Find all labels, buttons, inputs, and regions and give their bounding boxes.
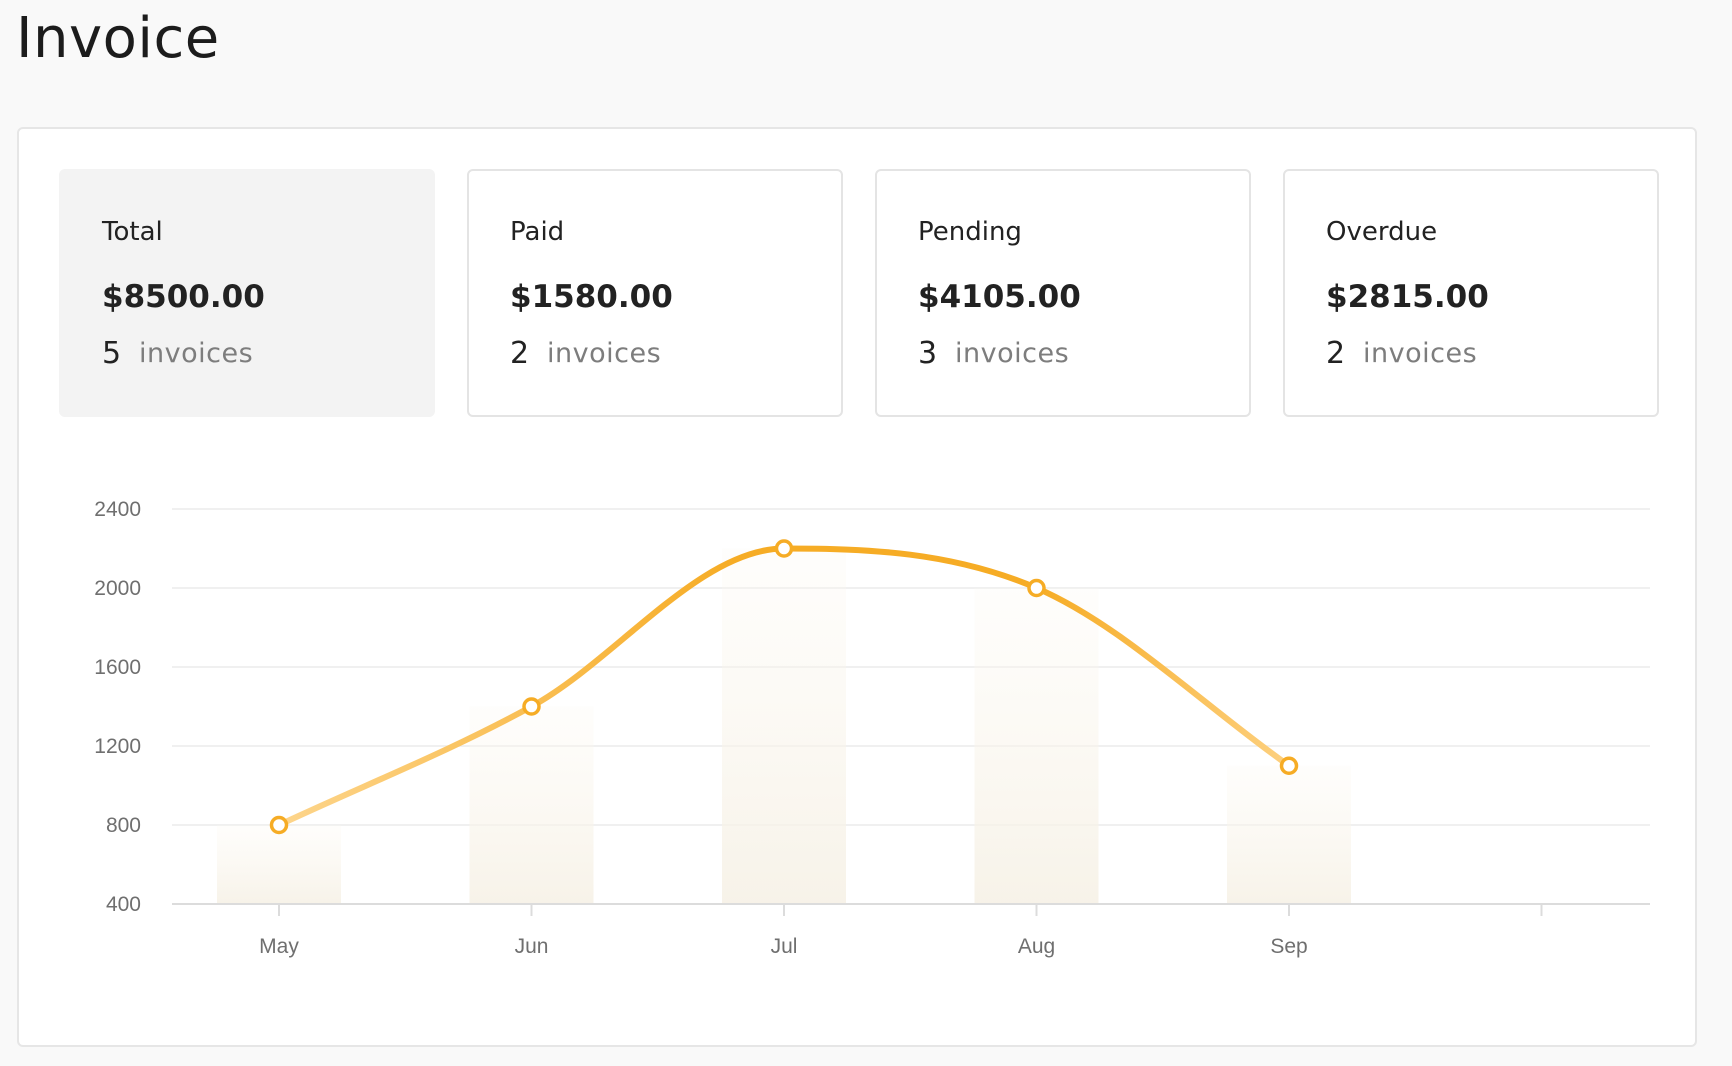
card-label: Overdue <box>1326 217 1438 247</box>
card-amount: $2815.00 <box>1326 279 1489 315</box>
card-count-unit: invoices <box>955 338 1070 369</box>
background-bar <box>974 588 1099 904</box>
y-tick-label: 1600 <box>94 656 141 679</box>
card-count: 5 <box>102 336 122 371</box>
y-tick-label: 2400 <box>94 498 141 521</box>
axis-labels: 400 800 1200 1600 2000 2400 May Jun Jul Aug Sep <box>94 498 1307 958</box>
x-axis <box>172 903 1650 916</box>
data-point <box>1279 756 1299 775</box>
x-tick-label: Aug <box>1018 935 1055 958</box>
paid-card[interactable]: Paid $1580.00 2 invoices <box>467 169 843 417</box>
card-label: Total <box>102 217 163 247</box>
invoice-panel: Total $8500.00 5 invoices Paid $1580.00 … <box>17 127 1697 1047</box>
pending-card[interactable]: Pending $4105.00 3 invoices <box>875 169 1251 417</box>
total-card[interactable]: Total $8500.00 5 invoices <box>59 169 435 417</box>
grid-lines <box>172 508 1650 826</box>
y-tick-label: 1200 <box>94 735 141 758</box>
background-bar <box>722 548 846 904</box>
y-tick-label: 400 <box>106 893 141 916</box>
background-bar <box>1227 765 1351 904</box>
card-count-unit: invoices <box>1363 338 1478 369</box>
y-tick-label: 2000 <box>94 577 141 600</box>
card-amount: $4105.00 <box>918 279 1081 315</box>
x-tick-label: Jul <box>771 935 798 958</box>
background-bar <box>469 706 594 904</box>
invoice-line-chart: 400 800 1200 1600 2000 2400 May Jun Jul Aug Sep <box>94 498 1650 958</box>
card-count: 2 <box>1326 336 1346 371</box>
card-count: 2 <box>510 336 530 371</box>
background-bars <box>217 548 1351 904</box>
data-point <box>1027 578 1046 598</box>
page-title: Invoice <box>16 6 220 71</box>
summary-cards: Total $8500.00 5 invoices Paid $1580.00 … <box>59 169 1659 417</box>
data-points <box>269 539 1299 835</box>
data-point <box>269 815 289 835</box>
x-tick-label: Jun <box>515 935 549 958</box>
card-label: Pending <box>918 217 1022 247</box>
card-label: Paid <box>510 217 565 247</box>
card-count-unit: invoices <box>547 338 662 369</box>
card-count-unit: invoices <box>139 338 254 369</box>
y-tick-label: 800 <box>106 814 141 837</box>
x-tick-label: Sep <box>1270 935 1307 958</box>
data-point <box>522 697 541 716</box>
x-tick-label: May <box>259 935 299 958</box>
card-count: 3 <box>918 336 938 371</box>
card-amount: $1580.00 <box>510 279 673 315</box>
data-point <box>774 539 794 558</box>
card-amount: $8500.00 <box>102 279 265 315</box>
background-bar <box>217 825 341 904</box>
overdue-card[interactable]: Overdue $2815.00 2 invoices <box>1283 169 1659 417</box>
